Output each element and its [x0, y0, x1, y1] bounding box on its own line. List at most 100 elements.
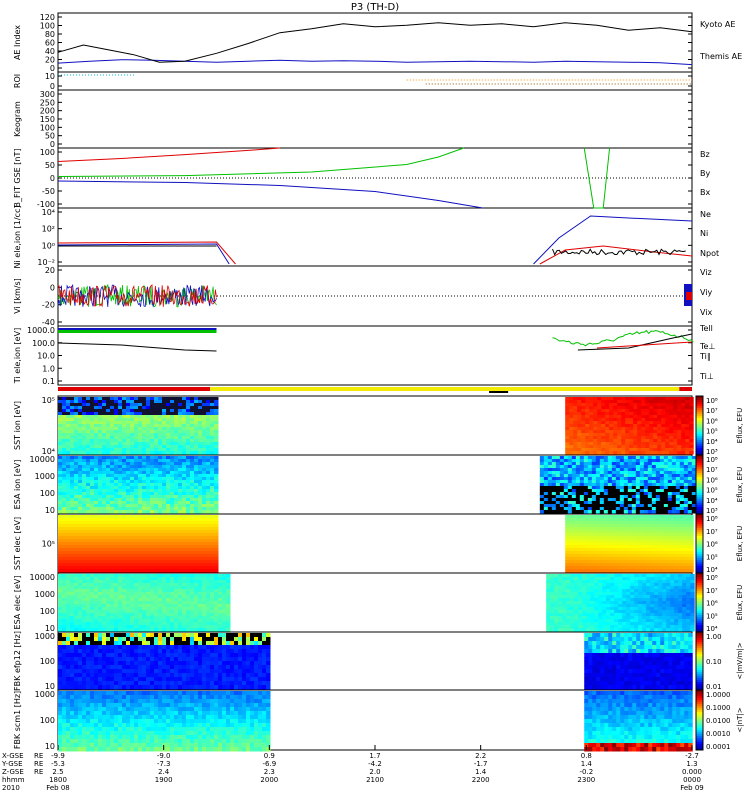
- heat-cell-sst1: [669, 445, 674, 449]
- heat-cell-esa1: [559, 504, 565, 508]
- heat-cell-sst2: [118, 515, 123, 519]
- heat-cell-esa1: [162, 465, 167, 469]
- heat-cell-sst1: [641, 424, 646, 428]
- heat-cell-sst2: [210, 518, 215, 522]
- heat-cell-sst1: [681, 433, 686, 437]
- heat-cell-esa2: [110, 589, 115, 593]
- heat-cell-sst2: [585, 563, 590, 567]
- heat-cell-esa1: [118, 471, 123, 475]
- heat-cell-esa1: [627, 504, 633, 508]
- series-ae-0: [57, 59, 693, 66]
- heat-cell-esa1: [583, 462, 589, 466]
- heat-cell-sst2: [82, 569, 87, 573]
- heat-cell-esa1: [66, 483, 71, 487]
- heat-cell-sst2: [202, 533, 207, 537]
- heat-cell-sst1: [617, 421, 622, 425]
- heat-cell-sst2: [609, 527, 614, 531]
- heat-cell-esa2: [62, 574, 67, 578]
- heat-cell-esa1: [190, 480, 195, 484]
- heat-cell-sst1: [637, 415, 642, 419]
- heat-cell-sst2: [206, 539, 211, 543]
- heat-cell-sst1: [74, 400, 79, 404]
- heat-cell-sst1: [198, 436, 203, 440]
- ytick-temperature: 100.0: [32, 339, 55, 348]
- heat-cell-sst2: [589, 563, 594, 567]
- heat-cell-esa1: [687, 492, 693, 496]
- heat-cell-sst2: [110, 524, 115, 528]
- heat-cell-esa1: [166, 507, 171, 511]
- heat-cell-esa2: [178, 580, 183, 584]
- heat-cell-esa1: [110, 498, 115, 502]
- heat-cell-sst2: [74, 533, 79, 537]
- heat-cell-esa1: [74, 498, 79, 502]
- heat-cell-esa1: [639, 486, 645, 490]
- heat-cell-sst1: [645, 433, 650, 437]
- heat-cell-esa1: [202, 456, 207, 460]
- heat-cell-sst2: [94, 536, 99, 540]
- heat-cell-sst1: [66, 412, 71, 416]
- heat-cell-sst1: [162, 445, 167, 449]
- heat-cell-sst2: [166, 527, 171, 531]
- heat-cell-sst1: [585, 406, 590, 410]
- heat-cell-sst1: [593, 427, 598, 431]
- heat-cell-esa2: [130, 577, 135, 581]
- heat-cell-sst2: [62, 563, 67, 567]
- heat-cell-sst2: [86, 521, 91, 525]
- heat-cell-sst1: [609, 433, 614, 437]
- heat-cell-esa1: [683, 471, 689, 475]
- heat-cell-sst1: [573, 448, 578, 452]
- heat-cell-esa1: [154, 465, 159, 469]
- heat-cell-sst2: [134, 548, 139, 552]
- heat-cell-esa1: [74, 477, 79, 481]
- heat-cell-sst1: [573, 439, 578, 443]
- heat-cell-esa1: [178, 456, 183, 460]
- heat-cell-esa2: [198, 589, 203, 593]
- heat-cell-sst2: [106, 524, 111, 528]
- heat-cell-esa1: [114, 462, 119, 466]
- heat-cell-sst1: [657, 421, 662, 425]
- heat-cell-esa1: [607, 459, 613, 463]
- heat-cell-sst1: [106, 418, 111, 422]
- heat-cell-esa1: [679, 480, 685, 484]
- heat-cell-esa1: [547, 471, 553, 475]
- heat-cell-esa1: [146, 486, 151, 490]
- heat-cell-esa1: [210, 510, 215, 514]
- heat-cell-sst2: [86, 524, 91, 528]
- heat-cell-sst2: [194, 548, 199, 552]
- heat-cell-sst2: [597, 557, 602, 561]
- heat-cell-sst1: [605, 436, 610, 440]
- heat-cell-sst2: [617, 518, 622, 522]
- heat-cell-sst2: [70, 527, 75, 531]
- heat-cell-esa1: [623, 474, 629, 478]
- heat-cell-esa1: [174, 474, 179, 478]
- heat-cell-esa2: [138, 595, 143, 599]
- ytick-keogram: 250: [40, 98, 55, 107]
- heat-cell-esa1: [198, 507, 203, 511]
- heat-cell-sst1: [625, 418, 630, 422]
- heat-cell-esa1: [114, 456, 119, 460]
- heat-cell-sst1: [681, 418, 686, 422]
- heat-cell-sst1: [174, 442, 179, 446]
- heat-cell-esa2: [74, 586, 79, 590]
- heat-cell-sst2: [202, 527, 207, 531]
- heat-cell-esa2: [138, 580, 143, 584]
- heat-cell-sst1: [613, 412, 618, 416]
- heat-cell-esa2: [174, 583, 179, 587]
- heat-cell-sst2: [162, 569, 167, 573]
- heat-cell-sst2: [593, 560, 598, 564]
- heat-cell-sst2: [653, 557, 658, 561]
- heat-cell-sst2: [62, 554, 67, 558]
- heat-cell-sst2: [601, 551, 606, 555]
- heat-cell-sst2: [58, 530, 63, 534]
- heat-cell-esa2: [66, 607, 71, 611]
- heat-cell-sst2: [62, 560, 67, 564]
- heat-cell-sst1: [577, 418, 582, 422]
- heat-cell-sst1: [186, 400, 191, 404]
- heat-cell-sst1: [194, 433, 199, 437]
- heat-cell-sst2: [118, 530, 123, 534]
- heat-cell-esa2: [122, 589, 127, 593]
- heat-cell-esa1: [194, 477, 199, 481]
- ytick-ae: 80: [45, 30, 55, 39]
- heat-cell-sst2: [210, 533, 215, 537]
- heat-cell-sst2: [182, 551, 187, 555]
